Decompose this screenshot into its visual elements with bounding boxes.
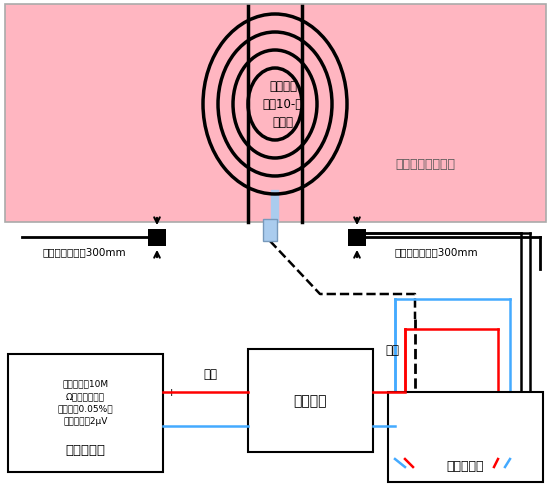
Text: +: + (167, 387, 176, 397)
Bar (348, 229, 366, 246)
Text: 外露部分长度＜300mm: 外露部分长度＜300mm (394, 246, 478, 257)
Text: 导线: 导线 (203, 368, 217, 381)
Text: 二等标准
铂铑10-铂
热电偶: 二等标准 铂铑10-铂 热电偶 (263, 81, 303, 129)
Text: -: - (167, 420, 171, 433)
Text: 外露部分长度＜300mm: 外露部分长度＜300mm (42, 246, 126, 257)
Text: 输入阻抗＞10M
Ω、最大允许误
差不超过0.05%、
分辨力应＜2μV: 输入阻抗＞10M Ω、最大允许误 差不超过0.05%、 分辨力应＜2μV (58, 379, 114, 426)
Text: 数字多用表: 数字多用表 (66, 444, 105, 457)
Text: 导线: 导线 (385, 343, 399, 356)
Bar (248, 349, 373, 452)
Text: 转换开关: 转换开关 (294, 394, 327, 407)
Text: 冰点恒温器: 冰点恒温器 (447, 459, 484, 471)
Text: 恒温箱或管式电炉: 恒温箱或管式电炉 (395, 158, 455, 171)
Bar (388, 392, 543, 482)
Bar (8, 354, 163, 472)
Bar (5, 5, 546, 223)
Bar (263, 220, 277, 242)
Bar (148, 229, 166, 246)
Bar (5, 5, 546, 223)
